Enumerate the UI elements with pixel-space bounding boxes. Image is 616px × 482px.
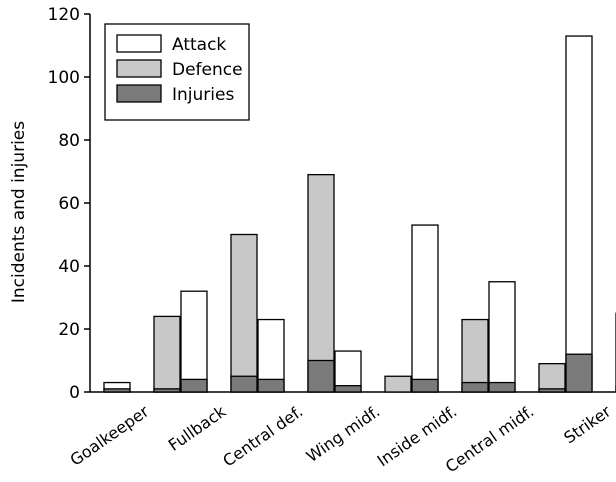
- bar-injuries-attack: [334, 385, 362, 393]
- bar-injuries-attack: [565, 353, 593, 393]
- x-tick-label: Wing midf.: [303, 402, 384, 466]
- bar-attack: [488, 281, 516, 393]
- y-tick-label: 0: [69, 383, 80, 403]
- x-tick-label: Striker: [560, 401, 614, 447]
- legend: Attack Defence Injuries: [104, 23, 250, 121]
- bars: [103, 35, 616, 393]
- bar-defence: [538, 362, 566, 393]
- legend-label: Injuries: [172, 85, 234, 105]
- bar-defence: [230, 233, 258, 393]
- x-tick-label: Goalkeeper: [67, 401, 153, 469]
- bar-injuries-attack: [257, 378, 285, 393]
- y-tick-label: 80: [58, 131, 80, 151]
- bar-injuries-defence: [153, 388, 181, 393]
- y-tick-label: 120: [48, 5, 80, 25]
- legend-swatch: [116, 59, 162, 78]
- bar-injuries-defence: [230, 375, 258, 393]
- bar-attack: [180, 290, 208, 393]
- y-tick-label: 100: [48, 68, 80, 88]
- bar-injuries-attack: [488, 381, 516, 393]
- bar-attack: [565, 35, 593, 393]
- legend-label: Defence: [172, 60, 243, 80]
- bar-injuries-attack: [180, 378, 208, 393]
- y-tick-label: 20: [58, 320, 80, 340]
- bar-defence: [384, 375, 412, 393]
- legend-label: Attack: [172, 35, 226, 55]
- y-tick-label: 40: [58, 257, 80, 277]
- x-tick-label: Central def.: [219, 402, 306, 471]
- bar-defence: [461, 318, 489, 393]
- bar-injuries-defence: [461, 381, 489, 393]
- x-tick-label: Fullback: [165, 401, 230, 454]
- bar-defence: [307, 173, 335, 393]
- legend-swatch: [116, 34, 162, 53]
- bar-injuries-defence: [538, 388, 566, 393]
- bar-attack: [411, 224, 439, 393]
- y-axis-label: Incidents and injuries: [9, 121, 29, 303]
- bar-injuries-defence: [307, 359, 335, 393]
- legend-swatch: [116, 84, 162, 103]
- bar-defence: [153, 315, 181, 393]
- bar-injuries-attack: [103, 388, 131, 393]
- y-tick-label: 60: [58, 194, 80, 214]
- bar-injuries-attack: [411, 378, 439, 393]
